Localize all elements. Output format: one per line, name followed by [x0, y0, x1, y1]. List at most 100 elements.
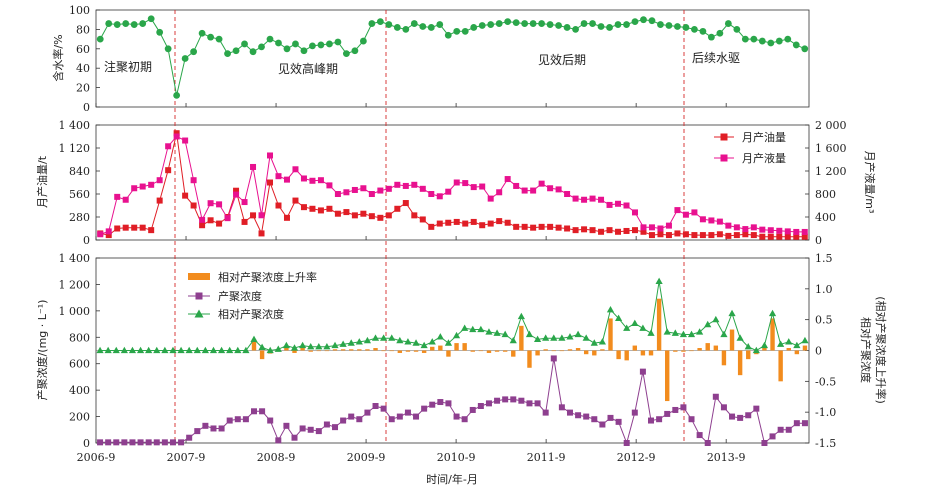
p2-series-1-point — [487, 195, 494, 202]
p1-series-0-point — [96, 35, 104, 43]
p2-series-0-point — [487, 220, 494, 227]
p3-series-1-line — [100, 281, 806, 352]
p2-series-1-point — [199, 216, 206, 223]
p3-y2tick-label: -1.5 — [815, 437, 836, 450]
phase-label-waterflood: 后续水驱 — [692, 51, 740, 65]
p3-series-0-point — [396, 413, 403, 420]
p3-series-0-point — [485, 400, 492, 407]
phase-label-late: 见效后期 — [538, 52, 586, 67]
p3-series-1-point — [380, 334, 388, 341]
p3-series-1-point — [493, 329, 501, 336]
p2-series-0-point — [300, 204, 307, 211]
p2-series-1-point — [428, 191, 435, 197]
p1-series-0-point — [614, 21, 622, 28]
p1-series-0-point — [351, 47, 359, 55]
p2-series-1-point — [207, 200, 214, 207]
p3-rate-bar — [454, 343, 459, 351]
p2-series-1-point — [317, 177, 324, 184]
p1-series-0-point — [546, 21, 554, 28]
p3-series-0-point — [648, 417, 655, 424]
p3-series-1-point — [112, 346, 120, 354]
p3-series-0-point — [469, 406, 476, 413]
p1-series-0-point — [674, 23, 681, 30]
p3-series-1-point — [274, 345, 282, 352]
p2-series-0-point — [139, 224, 146, 231]
p3-rate-bar — [608, 318, 613, 351]
p3-rate-bar — [251, 339, 257, 351]
p3-series-0-point — [178, 439, 185, 446]
p2-ytick-label: 560 — [69, 188, 90, 201]
p3-series-1-point — [728, 309, 736, 317]
p3-series-0-point — [332, 424, 339, 431]
p1-series-0-point — [597, 23, 605, 30]
p3-series-1-point — [169, 346, 177, 354]
p2-series-0-point — [716, 231, 723, 238]
p3-series-0-point — [785, 426, 792, 433]
p3-series-0-point — [672, 406, 679, 413]
p2-series-1-point — [300, 175, 307, 182]
p2-series-0-point — [334, 210, 341, 217]
p3-series-1-point — [315, 343, 323, 350]
p1-series-0-point — [444, 31, 452, 39]
p1-series-0-point — [266, 35, 274, 43]
p2-series-1-point — [674, 207, 681, 214]
p3-series-0-point — [542, 409, 549, 416]
p1-ytick-label: 100 — [69, 4, 90, 17]
p2-series-0-point — [572, 227, 579, 234]
p3-rate-bar — [430, 346, 435, 351]
p3-series-0-line — [100, 358, 805, 445]
p3-series-0-point — [494, 397, 501, 404]
p2-series-1-point — [623, 202, 630, 209]
p2-series-0-point — [402, 200, 409, 207]
p3-series-1-point — [153, 346, 161, 354]
p3-rate-bar — [478, 350, 484, 352]
p1-series-0-point — [487, 21, 495, 28]
p1-series-0-point — [326, 40, 333, 48]
p2-series-1-point — [716, 218, 723, 225]
p2-series-0-point — [419, 216, 426, 223]
p3-rate-bar — [575, 348, 581, 351]
p3-series-1-point — [185, 346, 193, 354]
p2-series-0-point — [275, 202, 282, 209]
legend-liquid-marker — [720, 154, 728, 162]
p3-rate-bar — [405, 350, 411, 352]
p3-series-0-point — [429, 401, 436, 408]
p2-series-1-point — [267, 152, 274, 159]
p3-series-1-point — [331, 341, 339, 349]
p3-series-0-point — [315, 428, 322, 435]
p3-series-0-point — [250, 408, 257, 415]
p3-rate-bar — [316, 350, 322, 352]
p2-series-0-point — [241, 218, 248, 225]
p1-series-0-point — [741, 35, 749, 43]
p3-series-0-point — [129, 439, 136, 446]
p3-rate-bar — [616, 350, 621, 360]
p2-series-1-point — [385, 185, 392, 192]
p2-series-0-point — [283, 214, 290, 221]
p1-series-0-point — [648, 17, 656, 25]
p3-series-0-point — [461, 416, 468, 423]
p3-series-0-point — [194, 428, 201, 435]
p2-series-1-point — [742, 226, 749, 233]
p3-series-0-point — [558, 404, 565, 411]
legend-conc-label: 产聚浓度 — [218, 289, 262, 303]
p3-rate-bar — [697, 348, 702, 351]
p3-series-1-point — [250, 335, 258, 342]
p1-series-0-point — [292, 40, 299, 48]
p3-series-1-point — [323, 343, 331, 350]
p3-series-0-point — [656, 416, 663, 423]
legend-oil-label: 月产油量 — [742, 130, 786, 144]
p1-series-0-point — [470, 24, 478, 31]
p1-series-0-point — [113, 21, 121, 28]
p1-ytick-label: 60 — [76, 43, 90, 56]
p3-rate-bar — [648, 350, 654, 356]
p1-series-0-point — [657, 21, 664, 28]
p3-rate-bar — [462, 343, 467, 351]
p3-series-1-point — [720, 330, 728, 338]
p3-rate-bar — [656, 298, 662, 351]
p3-series-0-point — [404, 409, 411, 416]
p2-series-0-point — [631, 227, 638, 234]
p2-series-1-point — [436, 193, 443, 200]
x-tick-label: 2007-9 — [167, 451, 206, 464]
p1-series-0-point — [190, 48, 198, 56]
